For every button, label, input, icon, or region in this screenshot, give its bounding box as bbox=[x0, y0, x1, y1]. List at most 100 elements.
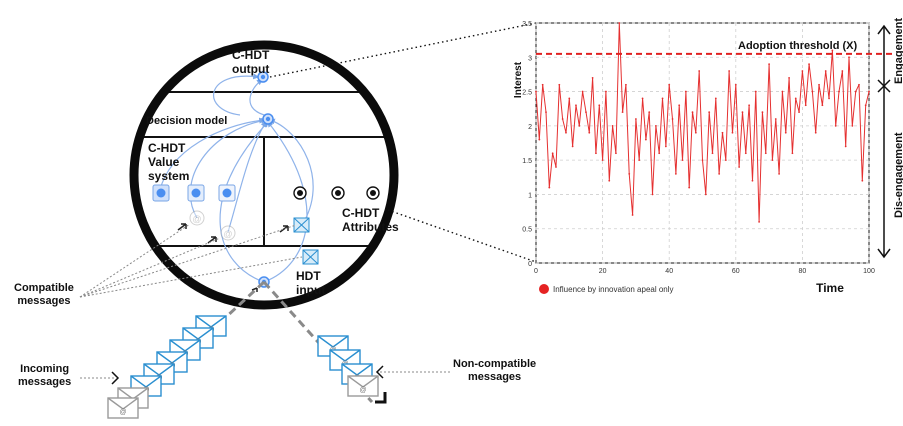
data-point bbox=[714, 97, 717, 100]
faded-message-icon: @ bbox=[220, 225, 236, 241]
interest-chart: 0 20 40 60 80 100 0 0.5 1 1.5 2 2.5 3 3.5 Adoption th… bbox=[513, 21, 893, 295]
data-point bbox=[751, 179, 754, 182]
input-arrow-icon bbox=[251, 287, 258, 292]
data-point bbox=[575, 104, 577, 107]
data-point bbox=[818, 83, 820, 86]
hdt-input-label: HDT input bbox=[296, 269, 326, 297]
value-node bbox=[218, 184, 236, 202]
data-point bbox=[768, 63, 770, 66]
output-node-core bbox=[260, 74, 266, 80]
small-arrow-icon bbox=[279, 225, 289, 233]
data-point bbox=[601, 159, 604, 162]
disengagement-label: Dis-engagement bbox=[893, 132, 903, 218]
attribute-message-icon bbox=[293, 217, 310, 233]
data-point bbox=[654, 124, 657, 127]
data-point bbox=[548, 186, 551, 189]
data-point bbox=[684, 90, 687, 93]
data-point bbox=[771, 159, 774, 162]
data-point bbox=[638, 159, 641, 162]
data-point bbox=[608, 179, 611, 182]
data-point bbox=[595, 152, 597, 155]
data-point bbox=[841, 70, 844, 72]
data-point bbox=[811, 90, 814, 93]
data-point bbox=[724, 159, 727, 162]
x-tick-label: 20 bbox=[599, 268, 607, 275]
data-point bbox=[648, 111, 651, 114]
data-point bbox=[778, 172, 780, 175]
attribute-node bbox=[366, 186, 380, 200]
data-point bbox=[788, 76, 790, 79]
data-point bbox=[598, 104, 601, 107]
input-message-icon bbox=[302, 249, 319, 265]
data-point bbox=[661, 97, 664, 100]
arrow-flow bbox=[189, 117, 268, 219]
y-tick-label: 3 bbox=[528, 55, 532, 62]
data-point bbox=[694, 131, 697, 134]
data-point bbox=[588, 131, 591, 134]
data-point bbox=[864, 104, 867, 107]
data-point bbox=[591, 76, 594, 79]
y-tick-label: 2 bbox=[528, 124, 532, 131]
zoom-line-bottom bbox=[387, 209, 537, 263]
y-tick-label: 1.5 bbox=[522, 158, 532, 165]
value-node bbox=[152, 184, 170, 202]
magnifier-ring bbox=[129, 40, 399, 310]
data-point bbox=[741, 111, 744, 114]
data-point bbox=[635, 118, 637, 120]
x-tick-label: 0 bbox=[534, 268, 538, 275]
engagement-bracket bbox=[877, 24, 891, 259]
data-point bbox=[774, 118, 777, 120]
data-point bbox=[731, 131, 734, 134]
data-point bbox=[551, 152, 554, 155]
corner-arrow-icon bbox=[375, 392, 387, 404]
arrow-flow bbox=[213, 73, 260, 116]
y-tick-label: 0 bbox=[528, 261, 532, 268]
decision-model-label: Decision model bbox=[146, 115, 228, 127]
legend-marker bbox=[539, 284, 549, 294]
pointer-line bbox=[79, 237, 221, 298]
legend-label: Influence by innovation apeal only bbox=[553, 285, 674, 294]
data-point bbox=[605, 90, 607, 93]
x-tick-label: 80 bbox=[799, 268, 807, 275]
data-point bbox=[794, 97, 797, 100]
svg-text:@: @ bbox=[223, 229, 232, 239]
data-point bbox=[674, 172, 677, 175]
data-point bbox=[571, 145, 574, 148]
data-point bbox=[721, 131, 724, 134]
data-point bbox=[658, 152, 661, 155]
incoming-messages-label: Incoming messages bbox=[18, 363, 72, 388]
attribute-node bbox=[293, 186, 307, 200]
data-point bbox=[821, 104, 824, 107]
noncompatible-arrow-icon bbox=[375, 365, 384, 379]
data-point bbox=[808, 63, 810, 66]
data-point bbox=[781, 90, 784, 93]
svg-text:@: @ bbox=[359, 387, 366, 394]
data-point bbox=[861, 179, 864, 182]
data-point bbox=[664, 145, 667, 148]
y-tick-label: 0.5 bbox=[522, 227, 532, 234]
chdt-value-system-label: C-HDT Value system bbox=[148, 141, 190, 183]
noncompatible-envelope-stack: @@@@ bbox=[317, 335, 379, 397]
data-point bbox=[615, 152, 617, 155]
faded-message-icon: @ bbox=[189, 210, 205, 226]
data-point bbox=[651, 193, 654, 196]
arrow-flow bbox=[249, 79, 269, 117]
arrow-flow bbox=[219, 121, 269, 283]
arrow-flow bbox=[159, 117, 266, 191]
data-point bbox=[541, 83, 544, 86]
data-point bbox=[791, 152, 794, 155]
data-point bbox=[535, 90, 537, 93]
data-point bbox=[824, 70, 827, 72]
y-tick-label: 1 bbox=[528, 192, 532, 199]
data-point bbox=[798, 111, 800, 114]
x-tick-label: 40 bbox=[665, 268, 673, 275]
data-point bbox=[581, 90, 584, 93]
data-point bbox=[644, 138, 647, 141]
data-point bbox=[844, 145, 847, 148]
chdt-attributes-label: C-HDT Attributes bbox=[342, 206, 399, 234]
data-point bbox=[804, 104, 807, 107]
data-point bbox=[555, 166, 557, 168]
data-point bbox=[704, 193, 707, 196]
